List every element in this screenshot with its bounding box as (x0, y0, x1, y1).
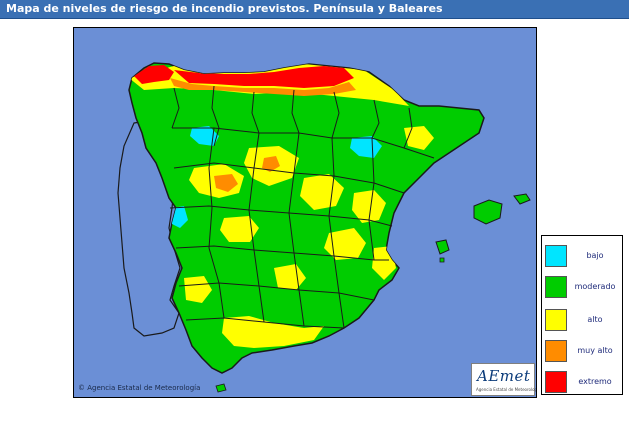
logo-name: AEmet (477, 367, 531, 385)
legend-swatch-alto (545, 309, 567, 331)
legend-item-bajo: bajo (542, 245, 622, 267)
balearic-islands (435, 193, 531, 263)
legend-label-bajo: bajo (586, 251, 604, 260)
legend-item-extremo: extremo (542, 371, 622, 393)
logo-subtitle: Agencia Estatal de Meteorología (476, 387, 537, 392)
legend-swatch-extremo (545, 371, 567, 393)
copyright-credit: © Agencia Estatal de Meteorología (78, 384, 201, 392)
legend: bajo moderado alto muy alto extremo (541, 235, 623, 395)
legend-item-alto: alto (542, 309, 622, 331)
legend-item-muy-alto: muy alto (542, 340, 622, 362)
legend-swatch-muy-alto (545, 340, 567, 362)
ceuta (215, 383, 227, 393)
legend-swatch-bajo (545, 245, 567, 267)
legend-label-muy-alto: muy alto (577, 346, 613, 355)
legend-label-alto: alto (587, 315, 603, 324)
province-borders (169, 85, 435, 329)
legend-label-moderado: moderado (574, 282, 616, 291)
title-bar: Mapa de niveles de riesgo de incendio pr… (0, 0, 629, 19)
page-title: Mapa de niveles de riesgo de incendio pr… (6, 2, 443, 15)
legend-label-extremo: extremo (578, 377, 612, 386)
legend-swatch-moderado (545, 276, 567, 298)
legend-item-moderado: moderado (542, 276, 622, 298)
map-svg (74, 28, 536, 397)
fire-risk-map: © Agencia Estatal de Meteorología AEmet … (73, 27, 537, 398)
aemet-logo: AEmet Agencia Estatal de Meteorología (471, 363, 537, 396)
